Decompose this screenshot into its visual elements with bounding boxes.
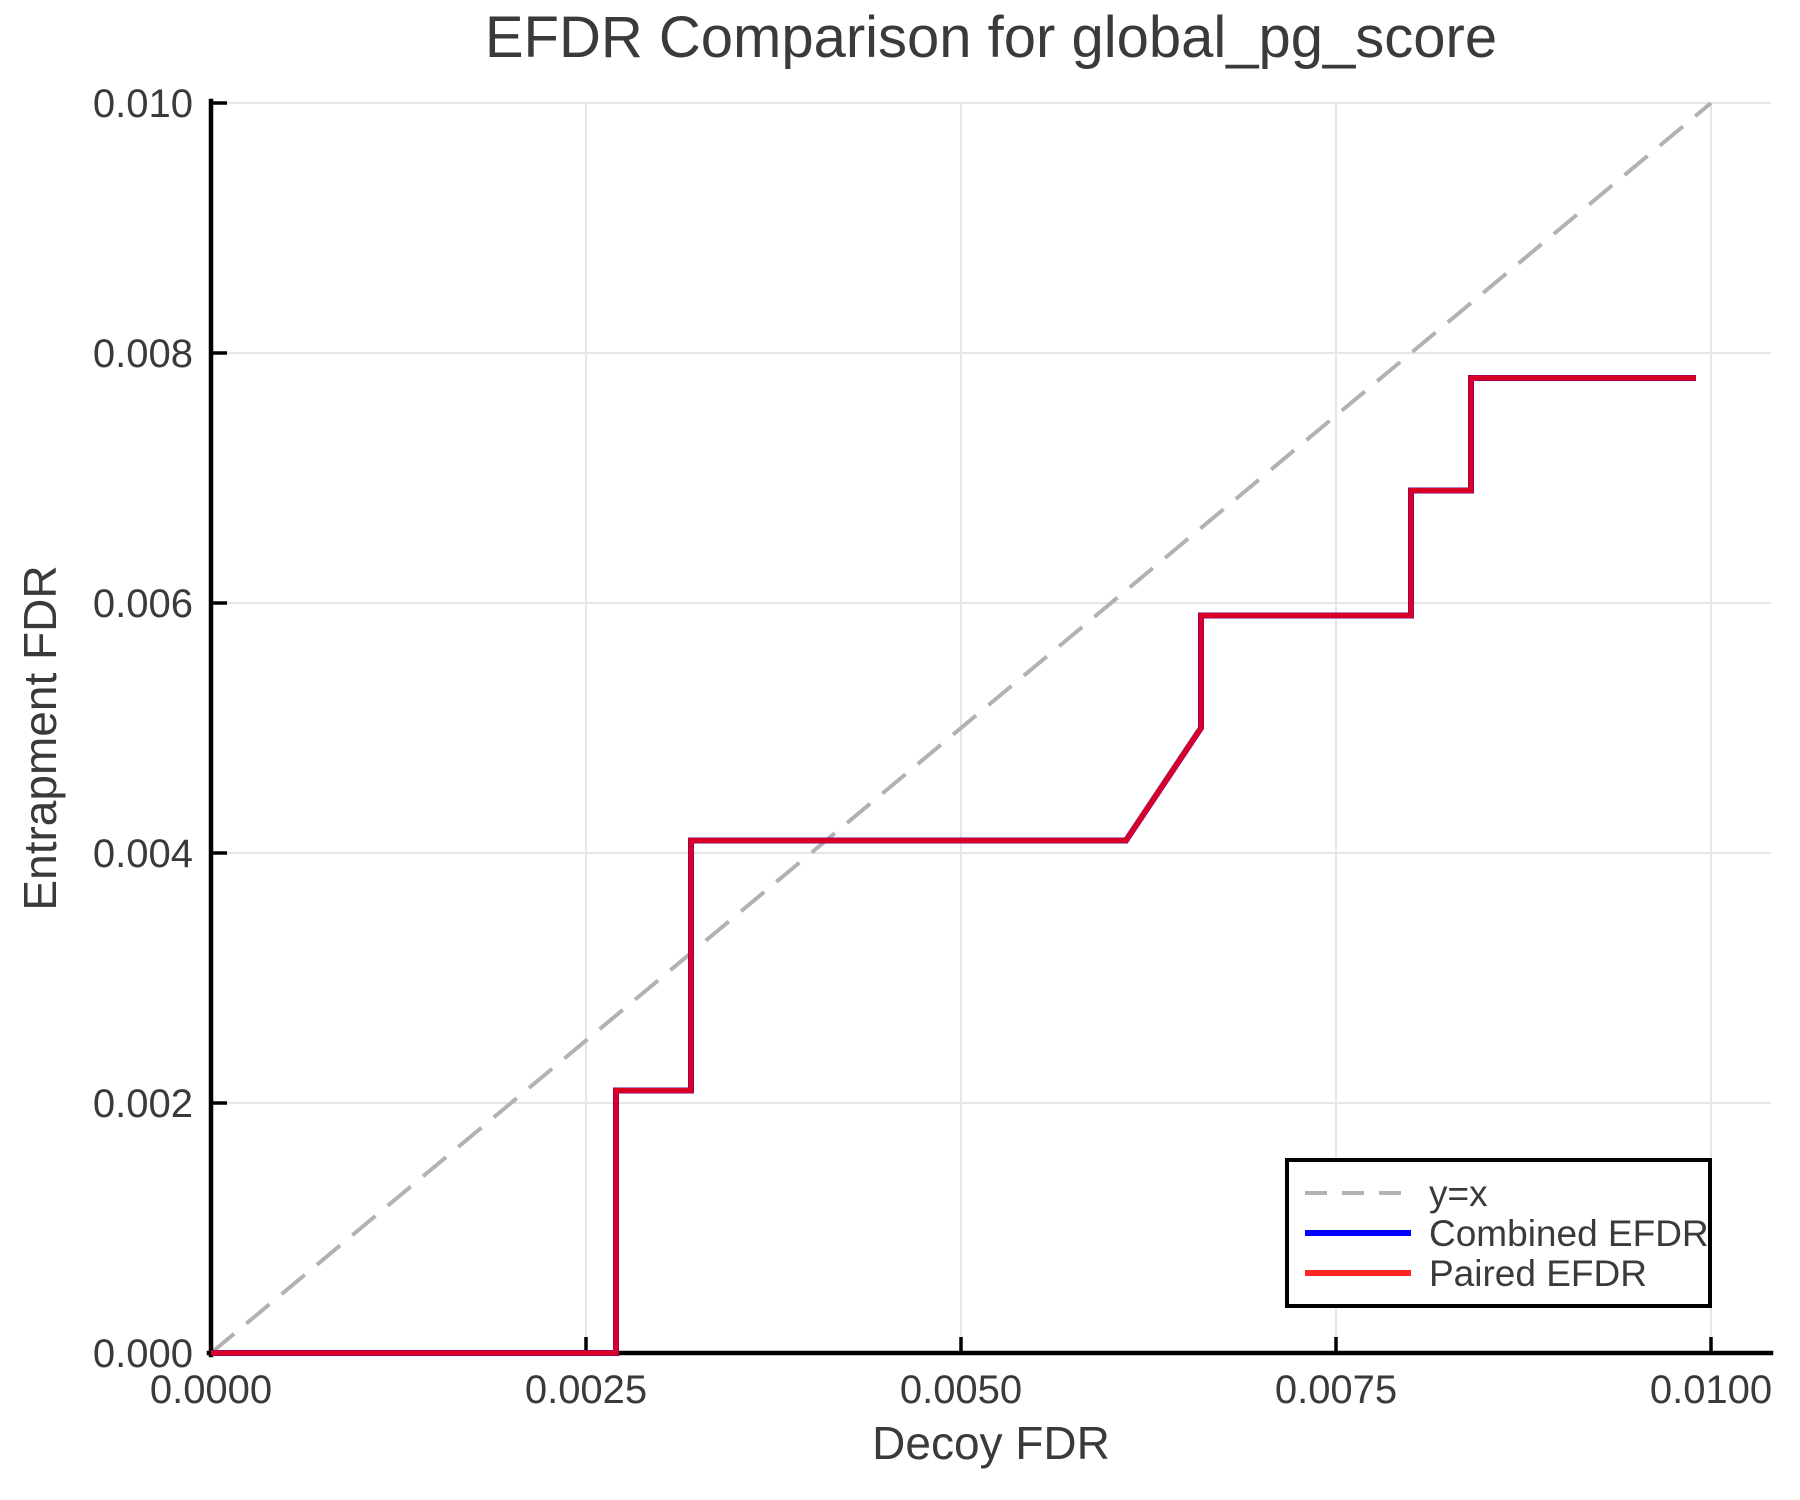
x-tick-labels: 0.0000 0.0025 0.0050 0.0075 0.0100 (150, 1368, 1772, 1412)
identity-line (209, 101, 1713, 1355)
legend-item-identity: y=x (1303, 1173, 1708, 1213)
svg-text:0.0025: 0.0025 (525, 1368, 647, 1412)
svg-text:0.010: 0.010 (93, 82, 193, 126)
x-axis-label: Decoy FDR (872, 1417, 1110, 1469)
svg-text:0.0050: 0.0050 (900, 1368, 1022, 1412)
legend-item-combined: Combined EFDR (1303, 1212, 1709, 1254)
legend: y=x Combined EFDR Paired EFDR (1285, 1158, 1712, 1308)
legend-item-paired: Paired EFDR (1303, 1253, 1708, 1293)
series-paired-efdr (211, 375, 1696, 1356)
svg-text:0.008: 0.008 (93, 332, 193, 376)
svg-text:0.0100: 0.0100 (1650, 1368, 1772, 1412)
chart-title: EFDR Comparison for global_pg_score (484, 5, 1498, 70)
svg-text:0.0075: 0.0075 (1275, 1368, 1397, 1412)
paired-line-icon (1305, 1270, 1411, 1276)
dashed-line-icon (1305, 1191, 1411, 1195)
legend-label-combined: Combined EFDR (1429, 1212, 1709, 1254)
legend-label-identity: y=x (1429, 1172, 1488, 1214)
y-tick-labels: 0.000 0.002 0.004 0.006 0.008 0.010 (93, 82, 193, 1376)
combined-line-icon (1305, 1230, 1411, 1236)
y-axis-label: Entrapment FDR (14, 565, 66, 911)
svg-text:0.006: 0.006 (93, 582, 193, 626)
svg-text:0.002: 0.002 (93, 1082, 193, 1126)
svg-text:0.000: 0.000 (93, 1332, 193, 1376)
svg-text:0.004: 0.004 (93, 832, 193, 876)
legend-label-paired: Paired EFDR (1429, 1252, 1647, 1294)
svg-text:0.0000: 0.0000 (150, 1368, 272, 1412)
